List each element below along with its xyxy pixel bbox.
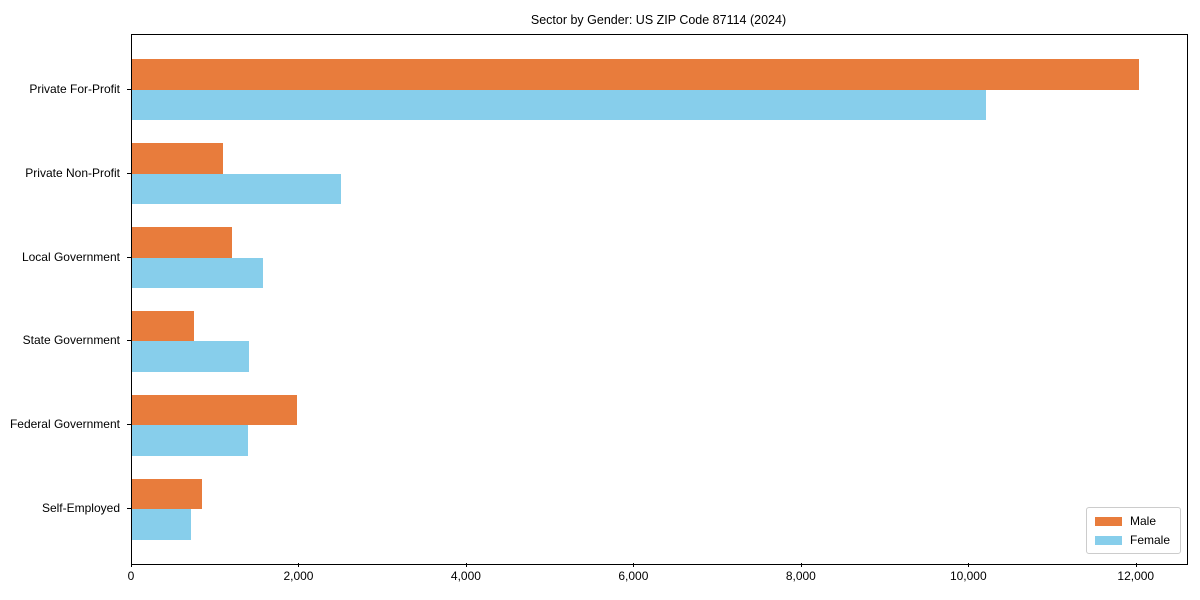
y-tick-label: Federal Government	[9, 417, 120, 432]
legend-label: Male	[1129, 514, 1156, 528]
x-tick-mark	[131, 563, 132, 567]
x-tick-label: 6,000	[618, 569, 649, 583]
y-tick-label: Local Government	[21, 249, 120, 264]
plot-area: Male Female	[131, 34, 1188, 565]
y-tick-label: Private For-Profit	[29, 81, 120, 96]
x-tick-mark	[298, 563, 300, 567]
legend-swatch-male	[1094, 516, 1122, 526]
x-tick-mark	[968, 563, 970, 567]
bar-male	[132, 143, 224, 174]
bar-female	[132, 173, 342, 204]
bar-female	[132, 341, 250, 372]
x-tick-label: 4,000	[450, 569, 481, 583]
x-tick-label: 0	[127, 569, 135, 583]
x-tick-label: 10,000	[949, 569, 987, 583]
x-tick-mark	[465, 563, 467, 567]
chart-title: Sector by Gender: US ZIP Code 87114 (202…	[530, 13, 787, 27]
y-tick-mark	[127, 88, 131, 90]
y-tick-mark	[127, 508, 131, 510]
x-tick-mark	[800, 563, 802, 567]
y-tick-label: Private Non-Profit	[25, 165, 120, 180]
bar-female	[132, 257, 264, 288]
y-tick-label: State Government	[22, 333, 120, 348]
bar-female	[132, 425, 248, 456]
x-tick-label: 2,000	[283, 569, 314, 583]
bar-female	[132, 509, 192, 540]
legend-swatch-female	[1094, 535, 1122, 545]
x-tick-mark	[1135, 563, 1137, 567]
bar-male	[132, 59, 1140, 90]
bar-male	[132, 227, 233, 258]
bars-layer	[132, 35, 1187, 564]
y-tick-mark	[127, 424, 131, 426]
legend: Male Female	[1085, 507, 1181, 554]
y-tick-mark	[127, 340, 131, 342]
x-tick-label: 12,000	[1117, 569, 1155, 583]
legend-item: Male	[1094, 514, 1170, 528]
legend-label: Female	[1129, 533, 1170, 547]
bar-female	[132, 89, 987, 120]
y-axis-labels: Private For-Profit Private Non-Profit Loca…	[0, 34, 131, 563]
bar-male	[132, 311, 194, 342]
y-tick-mark	[127, 172, 131, 174]
bar-male	[132, 479, 203, 510]
bar-male	[132, 395, 297, 426]
x-tick-mark	[633, 563, 635, 567]
legend-item: Female	[1094, 533, 1170, 547]
x-tick-label: 8,000	[785, 569, 816, 583]
y-tick-label: Self-Employed	[41, 501, 120, 516]
y-tick-mark	[127, 256, 131, 258]
